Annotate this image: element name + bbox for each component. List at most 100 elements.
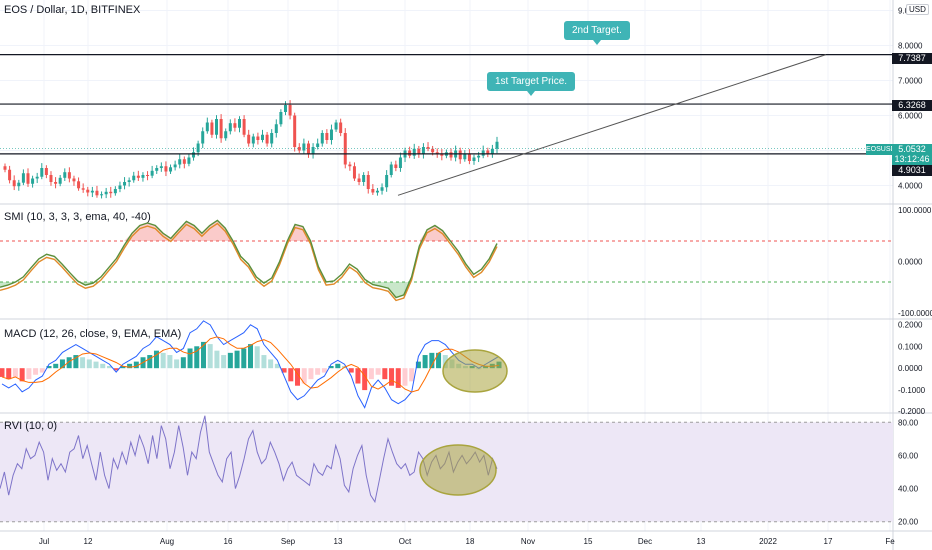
macd-histogram-bar: [248, 344, 253, 369]
candle-body: [283, 105, 287, 112]
macd-histogram-bar: [200, 341, 206, 369]
macd-pane[interactable]: [0, 320, 508, 409]
time-axis[interactable]: Jul 12 Aug 16 Sep 13 Oct 18 Nov 15 Dec 13 2022 17 Fe: [39, 537, 895, 546]
candle-body: [233, 123, 237, 128]
macd-histogram-bar: [301, 368, 307, 384]
candle-body: [95, 190, 99, 196]
candle-body: [210, 122, 214, 135]
candle-body: [72, 178, 76, 182]
time-tick-label: Sep: [281, 537, 296, 546]
candle-body: [150, 170, 154, 176]
rvi-pane[interactable]: [0, 415, 893, 523]
candle-body: [182, 159, 186, 164]
second-target-callout[interactable]: 2nd Target.: [564, 21, 630, 45]
macd-histogram-bar: [234, 350, 240, 369]
macd-histogram-bar: [0, 368, 5, 377]
candle-body: [458, 150, 462, 160]
candle-body: [325, 133, 329, 140]
candle-body: [201, 131, 205, 144]
candle-body: [329, 129, 333, 140]
smi-title: SMI (10, 3, 3, 3, ema, 40, -40): [4, 211, 151, 223]
candle-body: [380, 187, 384, 191]
candle-body: [440, 154, 444, 156]
candle-body: [31, 178, 35, 184]
macd-histogram-bar: [214, 350, 220, 369]
macd-histogram-bar: [308, 368, 314, 380]
macd-histogram-bar: [180, 357, 186, 369]
candle-body: [35, 176, 39, 179]
macd-histogram-bar: [153, 350, 159, 369]
macd-histogram-bar: [73, 355, 79, 369]
candle-body: [467, 154, 471, 161]
macd-histogram-bar: [241, 348, 247, 369]
macd-histogram-bar: [321, 368, 327, 373]
candle-body: [12, 180, 16, 187]
candle-body: [417, 148, 421, 154]
macd-tick-label: -0.1000: [898, 386, 926, 395]
macd-histogram-bar: [160, 352, 166, 369]
macd-histogram-bar: [12, 368, 18, 377]
candle-body: [306, 143, 310, 154]
macd-histogram-bar: [174, 359, 180, 369]
price-pane[interactable]: [0, 54, 893, 199]
candle-body: [54, 182, 58, 184]
macd-histogram-bar: [409, 368, 415, 382]
candle-body: [302, 143, 306, 151]
candle-body: [228, 123, 232, 132]
price-tick-label: 4.0000: [898, 182, 923, 191]
macd-histogram-bar: [348, 368, 354, 373]
candle-body: [352, 166, 356, 179]
macd-histogram-bar: [147, 355, 153, 369]
candle-body: [398, 157, 402, 168]
candle-body: [431, 148, 435, 153]
candle-body: [63, 172, 67, 178]
candle-body: [334, 122, 338, 130]
candle-body: [127, 180, 131, 182]
macd-histogram-bar: [442, 355, 448, 369]
macd-histogram-bar: [194, 346, 200, 369]
time-tick-label: 17: [824, 537, 833, 546]
smi-tick-label: -100.0000: [898, 309, 932, 318]
candle-body: [169, 167, 173, 172]
candle-body: [86, 189, 90, 193]
macd-signal-line: [1, 336, 500, 393]
candle-body: [205, 122, 209, 132]
rvi-tick-label: 60.00: [898, 451, 919, 460]
macd-title: MACD (12, 26, close, 9, EMA, EMA): [4, 328, 182, 340]
candle-body: [21, 173, 25, 183]
level-low-badge: 4.9031: [892, 165, 932, 176]
macd-histogram-bar: [402, 368, 408, 386]
candle-body: [8, 169, 12, 181]
macd-histogram-bar: [389, 368, 395, 386]
candle-body: [265, 134, 269, 144]
currency-badge[interactable]: USD: [906, 4, 929, 15]
candle-body: [118, 185, 122, 189]
candle-body: [481, 150, 485, 156]
candle-body: [192, 152, 196, 158]
macd-tick-label: 0.2000: [898, 320, 923, 329]
macd-histogram-bar: [355, 368, 361, 384]
time-tick-label: Fe: [885, 537, 895, 546]
candle-body: [109, 191, 113, 194]
candle-body: [215, 119, 219, 135]
candle-body: [256, 136, 260, 140]
candle-body: [238, 119, 242, 128]
candle-body: [270, 133, 274, 144]
smi-line: [0, 219, 498, 299]
candle-body: [132, 175, 136, 181]
candle-body: [362, 175, 366, 182]
macd-tick-label: -0.2000: [898, 407, 926, 416]
candle-body: [219, 119, 223, 139]
macd-histogram-bar: [315, 368, 321, 375]
macd-histogram-bar: [362, 368, 368, 391]
candle-body: [141, 175, 145, 178]
price-tick-label: 7.0000: [898, 77, 923, 86]
macd-line: [1, 320, 500, 409]
macd-histogram-bar: [6, 368, 12, 380]
candle-body: [159, 166, 163, 168]
smi-pane[interactable]: [0, 219, 893, 302]
candle-body: [164, 166, 168, 172]
first-target-callout[interactable]: 1st Target Price.: [487, 72, 576, 96]
candle-body: [242, 119, 246, 135]
